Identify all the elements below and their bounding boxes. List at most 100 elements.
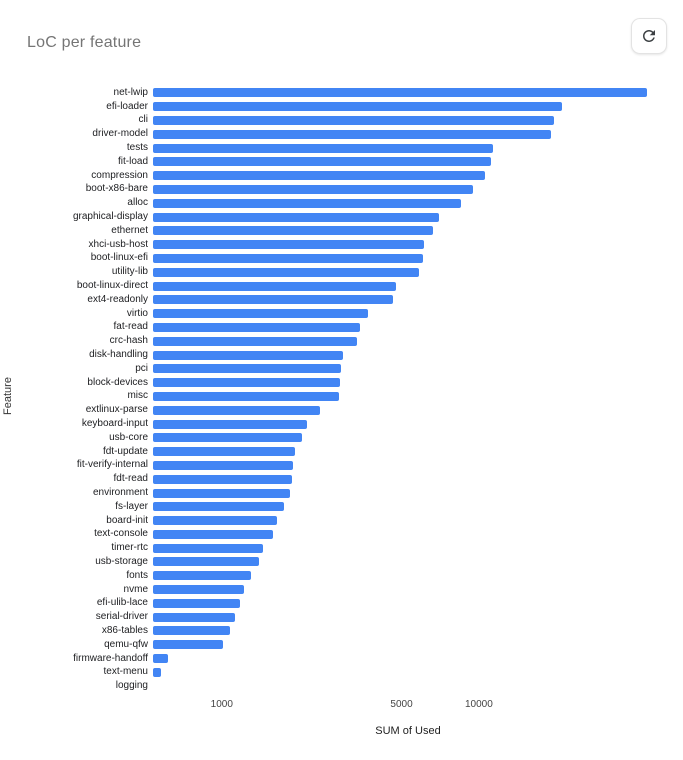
bar-label: disk-handling <box>89 349 148 361</box>
bar-track <box>153 267 663 277</box>
bar <box>153 612 236 622</box>
bar <box>153 378 340 388</box>
bar-label: cli <box>138 114 148 126</box>
bar-label: xhci-usb-host <box>88 238 148 250</box>
bar-row: alloc <box>0 196 683 210</box>
bar <box>153 295 394 305</box>
bar-track <box>153 157 663 167</box>
bar <box>153 598 241 608</box>
refresh-icon <box>640 27 658 45</box>
bar-track <box>153 447 663 457</box>
bar-row: ext4-readonly <box>0 293 683 307</box>
bar <box>153 336 357 346</box>
bar-row: timer-rtc <box>0 541 683 555</box>
bar-track <box>153 571 663 581</box>
bar-row: boot-x86-bare <box>0 183 683 197</box>
bar <box>153 516 278 526</box>
bar <box>153 474 292 484</box>
bar-row: efi-ulib-lace <box>0 596 683 610</box>
bar <box>153 240 424 250</box>
bar-label: firmware-handoff <box>73 652 148 664</box>
bar <box>153 157 491 167</box>
bar-row: environment <box>0 486 683 500</box>
bar-label: extlinux-parse <box>85 404 148 416</box>
bar-track <box>153 474 663 484</box>
bar-track <box>153 557 663 567</box>
bar-row: x86-tables <box>0 624 683 638</box>
bar-label: keyboard-input <box>81 418 148 430</box>
bar-label: serial-driver <box>95 611 148 623</box>
bar <box>153 405 320 415</box>
bar-track <box>153 336 663 346</box>
bar-rows: net-lwip efi-loader cli driver-model tests fi… <box>0 86 683 693</box>
bar <box>153 557 260 567</box>
bar-row: firmware-handoff <box>0 652 683 666</box>
bar <box>153 543 264 553</box>
bar <box>153 115 554 125</box>
bar-label: net-lwip <box>113 86 148 98</box>
bar-track <box>153 240 663 250</box>
bar-label: graphical-display <box>72 211 148 223</box>
bar-row: serial-driver <box>0 610 683 624</box>
bar-row: ethernet <box>0 224 683 238</box>
bar-label: utility-lib <box>111 266 148 278</box>
bar-label: compression <box>91 169 148 181</box>
bar-label: pci <box>135 362 148 374</box>
x-axis-ticks: 1000 5000 10000 <box>153 699 663 713</box>
bar-label: fdt-read <box>113 473 148 485</box>
x-tick-label: 1000 <box>210 699 233 711</box>
bar-track <box>153 281 663 291</box>
bar-label: ethernet <box>111 224 148 236</box>
bar-row: text-menu <box>0 665 683 679</box>
bar <box>153 129 551 139</box>
bar-row: nvme <box>0 583 683 597</box>
bar-track <box>153 391 663 401</box>
bar-row: pci <box>0 362 683 376</box>
bar-track <box>153 598 663 608</box>
bar-label: virtio <box>126 307 148 319</box>
bar-row: fdt-read <box>0 472 683 486</box>
bar-row: crc-hash <box>0 334 683 348</box>
bar-row: tests <box>0 141 683 155</box>
bar-label: nvme <box>123 583 148 595</box>
bar-track <box>153 350 663 360</box>
refresh-button[interactable] <box>631 18 667 54</box>
bar <box>153 184 474 194</box>
x-tick-label: 5000 <box>390 699 413 711</box>
bar-track <box>153 502 663 512</box>
bar <box>153 88 647 98</box>
bar-label: usb-storage <box>95 555 148 567</box>
bar <box>153 640 223 650</box>
bar-track <box>153 405 663 415</box>
bar-track <box>153 433 663 443</box>
bar-label: boot-x86-bare <box>85 183 148 195</box>
bar <box>153 529 273 539</box>
bar-row: usb-storage <box>0 555 683 569</box>
bar-label: boot-linux-direct <box>76 280 148 292</box>
bar-track <box>153 488 663 498</box>
bar-track <box>153 198 663 208</box>
bar <box>153 281 396 291</box>
bar-row: net-lwip <box>0 86 683 100</box>
bar-label: ext4-readonly <box>87 293 148 305</box>
bar-row: board-init <box>0 514 683 528</box>
y-axis-title: Feature <box>2 377 14 415</box>
bar-label: qemu-qfw <box>104 638 148 650</box>
bar-row: fit-verify-internal <box>0 459 683 473</box>
bar-row: logging <box>0 679 683 693</box>
bar-row: fs-layer <box>0 500 683 514</box>
bar-row: compression <box>0 169 683 183</box>
bar-label: fat-read <box>113 321 148 333</box>
bar-row: usb-core <box>0 431 683 445</box>
bar <box>153 391 339 401</box>
bar <box>153 433 302 443</box>
bar <box>153 447 295 457</box>
bar <box>153 171 486 181</box>
bar-row: fat-read <box>0 321 683 335</box>
bar <box>153 253 423 263</box>
bar-track <box>153 88 663 98</box>
bar-track <box>153 309 663 319</box>
bar-track <box>153 143 663 153</box>
bar-track <box>153 378 663 388</box>
bar-label: fdt-update <box>102 445 148 457</box>
